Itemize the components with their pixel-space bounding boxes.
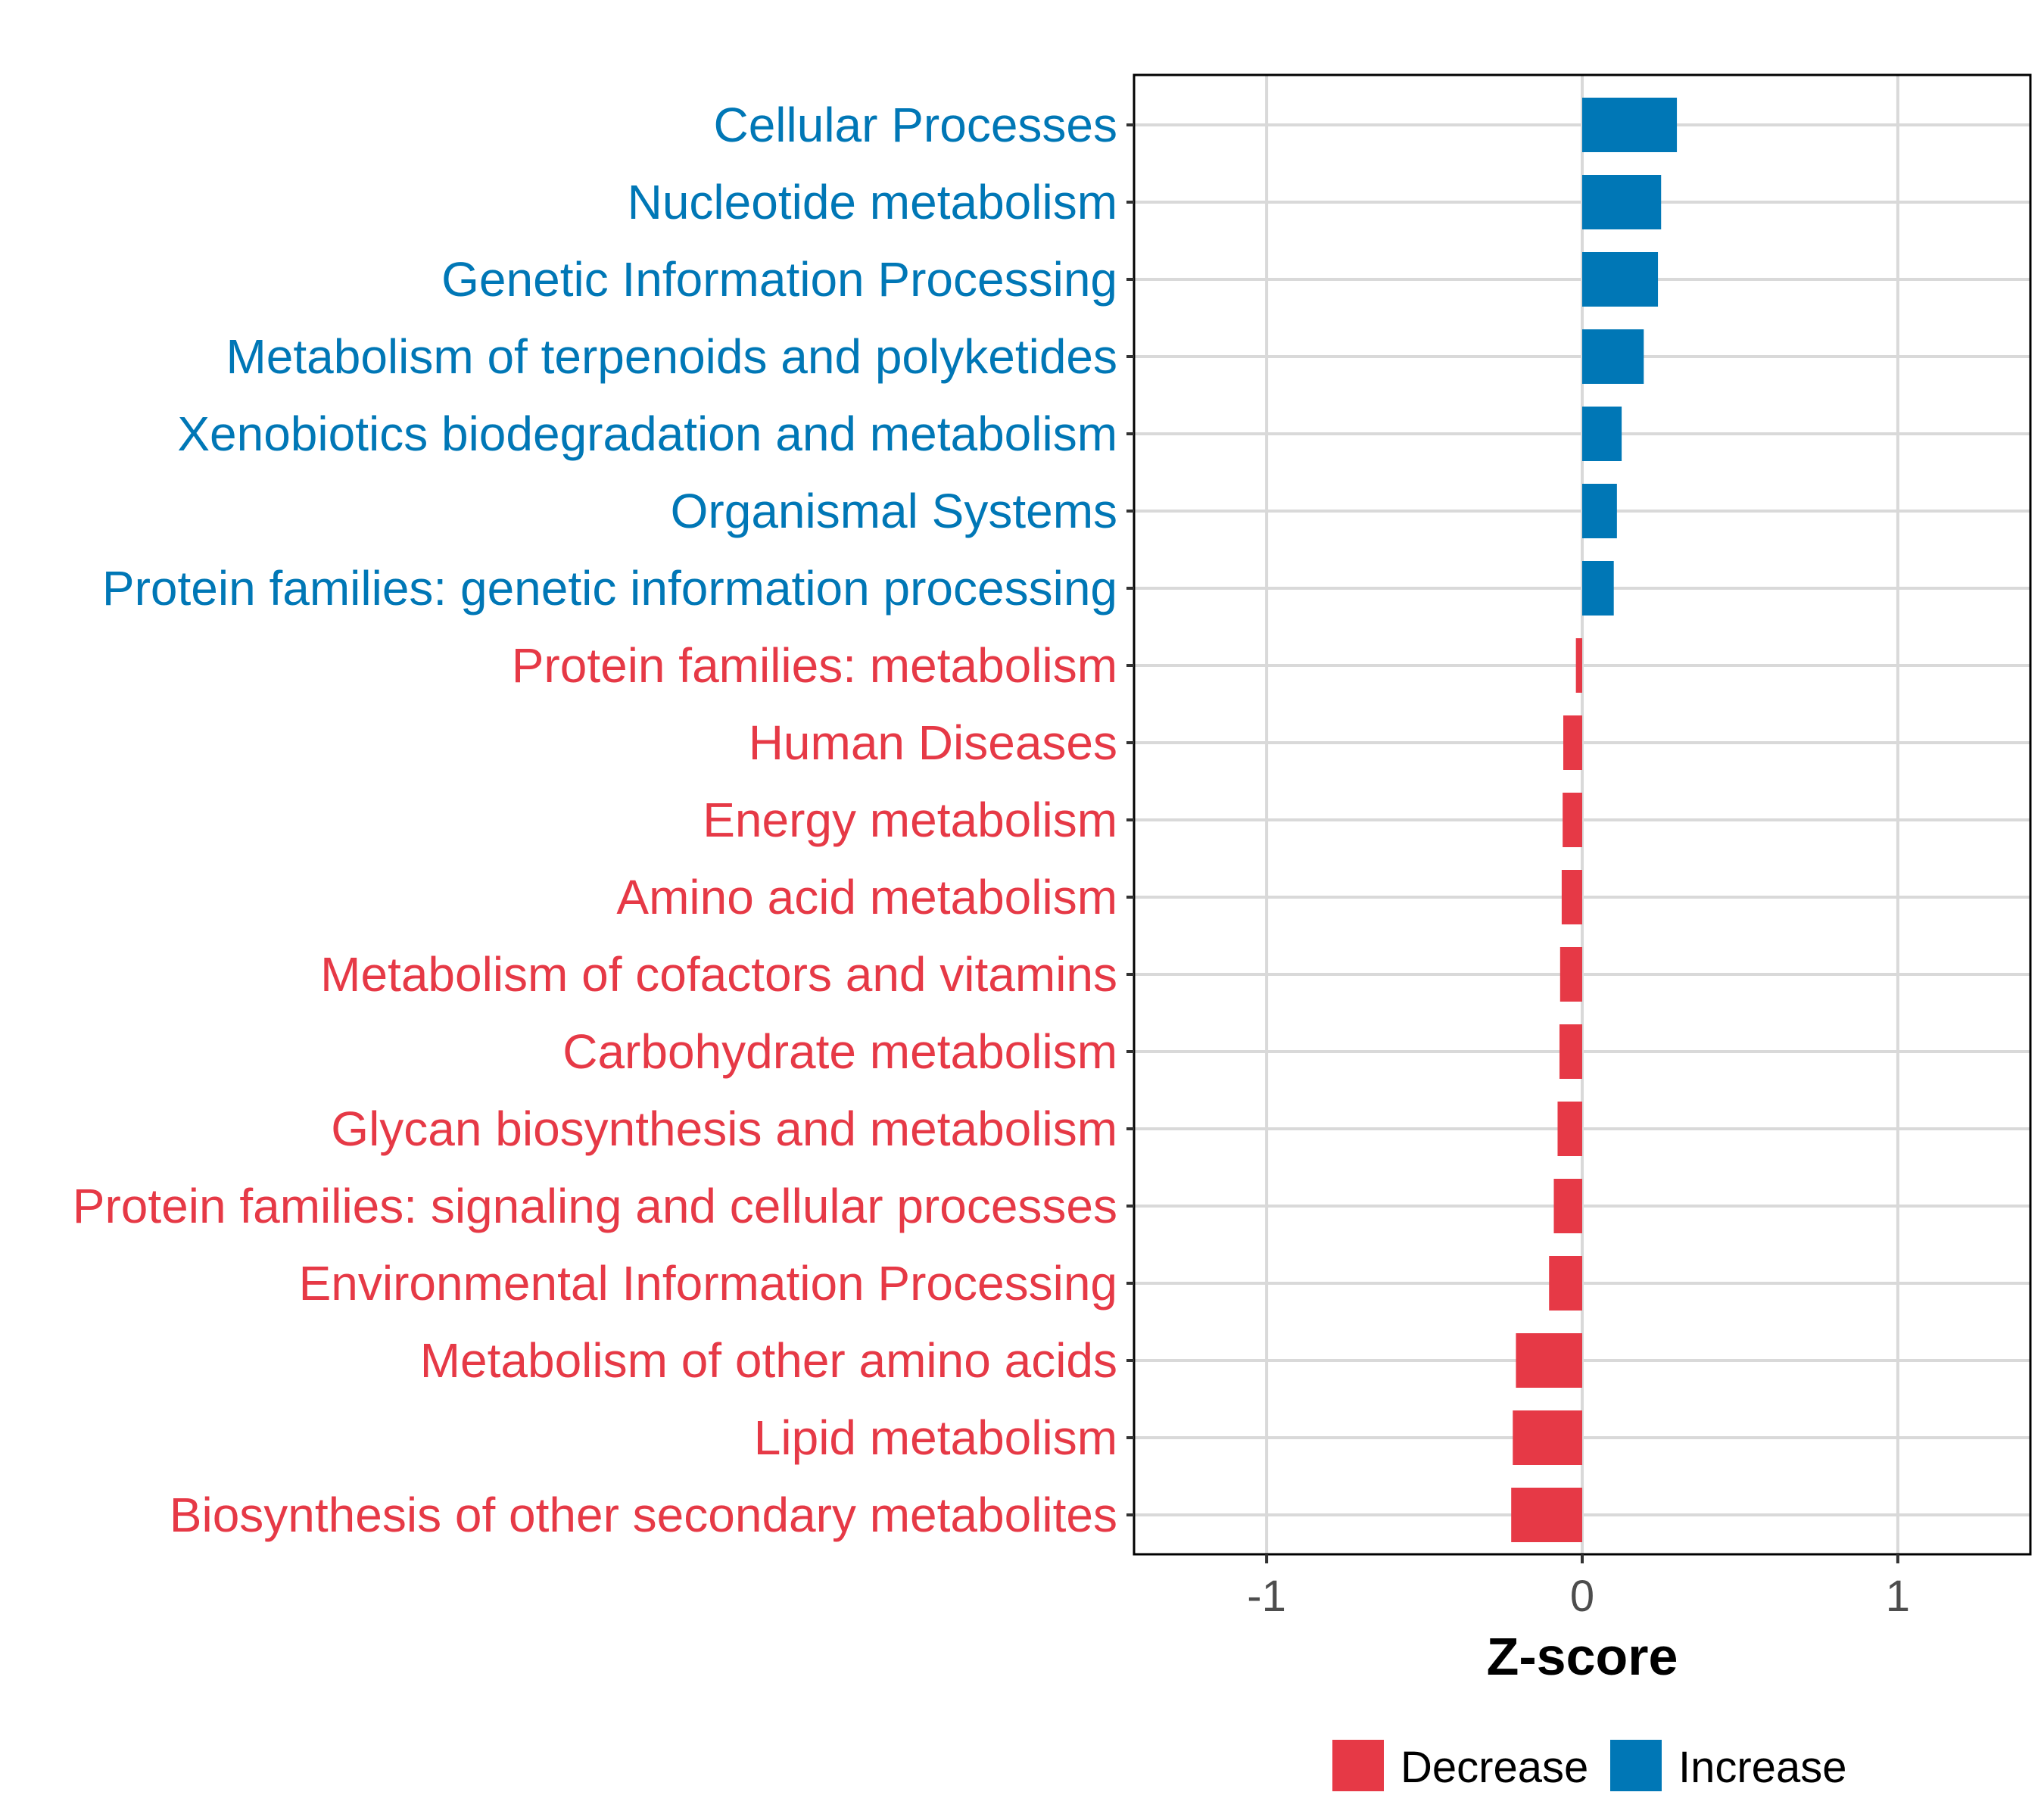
legend-key-decrease [1332,1740,1384,1791]
bar-carbohydrate-metabolism [1559,1024,1582,1079]
bar-protein-families-signaling-and-cellular-processes [1553,1179,1582,1233]
category-label-glycan-biosynthesis-and-metabolism: Glycan biosynthesis and metabolism [331,1102,1117,1156]
category-label-metabolism-of-terpenoids-and-polyketides: Metabolism of terpenoids and polyketides [226,329,1117,384]
bar-cellular-processes [1582,98,1678,152]
bar-organismal-systems [1582,484,1617,538]
category-label-genetic-information-processing: Genetic Information Processing [441,252,1117,307]
bar-biosynthesis-of-other-secondary-metabolites [1511,1488,1582,1542]
x-tick-label-0: 0 [1570,1572,1594,1621]
category-label-environmental-information-processing: Environmental Information Processing [299,1256,1117,1311]
legend-label-decrease: Decrease [1401,1743,1588,1792]
bar-amino-acid-metabolism [1561,870,1582,924]
bar-xenobiotics-biodegradation-and-metabolism [1582,407,1622,461]
category-label-lipid-metabolism: Lipid metabolism [754,1410,1117,1465]
bar-nucleotide-metabolism [1582,175,1662,229]
bar-lipid-metabolism [1513,1410,1582,1465]
category-label-protein-families-metabolism: Protein families: metabolism [512,638,1117,693]
y-axis-ticks [1126,123,1134,1516]
bar-protein-families-metabolism [1575,638,1582,693]
category-label-carbohydrate-metabolism: Carbohydrate metabolism [562,1024,1117,1079]
bar-energy-metabolism [1563,793,1582,847]
category-label-human-diseases: Human Diseases [749,715,1117,770]
category-label-xenobiotics-biodegradation-and-metabolism: Xenobiotics biodegradation and metabolis… [177,407,1117,461]
category-label-energy-metabolism: Energy metabolism [703,793,1117,847]
category-label-protein-families-signaling-and-cellular-processes: Protein families: signaling and cellular… [73,1179,1117,1233]
category-label-cellular-processes: Cellular Processes [713,98,1117,152]
category-label-nucleotide-metabolism: Nucleotide metabolism [628,175,1117,229]
category-label-organismal-systems: Organismal Systems [671,484,1117,538]
legend: Decrease Increase [1332,1740,1846,1792]
legend-label-increase: Increase [1678,1743,1846,1792]
y-axis-category-labels: Cellular Processes Nucleotide metabolism G… [73,98,1117,1542]
x-tick-label-1: 1 [1886,1572,1910,1621]
category-label-amino-acid-metabolism: Amino acid metabolism [616,870,1117,924]
x-tick-label--1: -1 [1247,1572,1286,1621]
x-axis-ticks: -1 0 1 [1247,1554,1910,1621]
category-label-biosynthesis-of-other-secondary-metabolites: Biosynthesis of other secondary metaboli… [170,1488,1117,1542]
bar-metabolism-of-terpenoids-and-polyketides [1582,329,1644,384]
bar-metabolism-of-cofactors-and-vitamins [1559,947,1582,1002]
bar-protein-families-genetic-information-processing [1582,561,1614,616]
category-label-metabolism-of-other-amino-acids: Metabolism of other amino acids [420,1333,1117,1388]
bar-metabolism-of-other-amino-acids [1516,1333,1582,1388]
legend-key-increase [1610,1740,1662,1791]
bar-environmental-information-processing [1549,1256,1582,1311]
x-axis-title: Z-score [1487,1627,1678,1686]
bar-human-diseases [1563,715,1582,770]
category-label-protein-families-genetic-information-processing: Protein families: genetic information pr… [102,561,1117,616]
bar-glycan-biosynthesis-and-metabolism [1557,1102,1582,1156]
category-label-metabolism-of-cofactors-and-vitamins: Metabolism of cofactors and vitamins [320,947,1117,1002]
bar-genetic-information-processing [1582,252,1659,307]
bars [1511,98,1678,1542]
